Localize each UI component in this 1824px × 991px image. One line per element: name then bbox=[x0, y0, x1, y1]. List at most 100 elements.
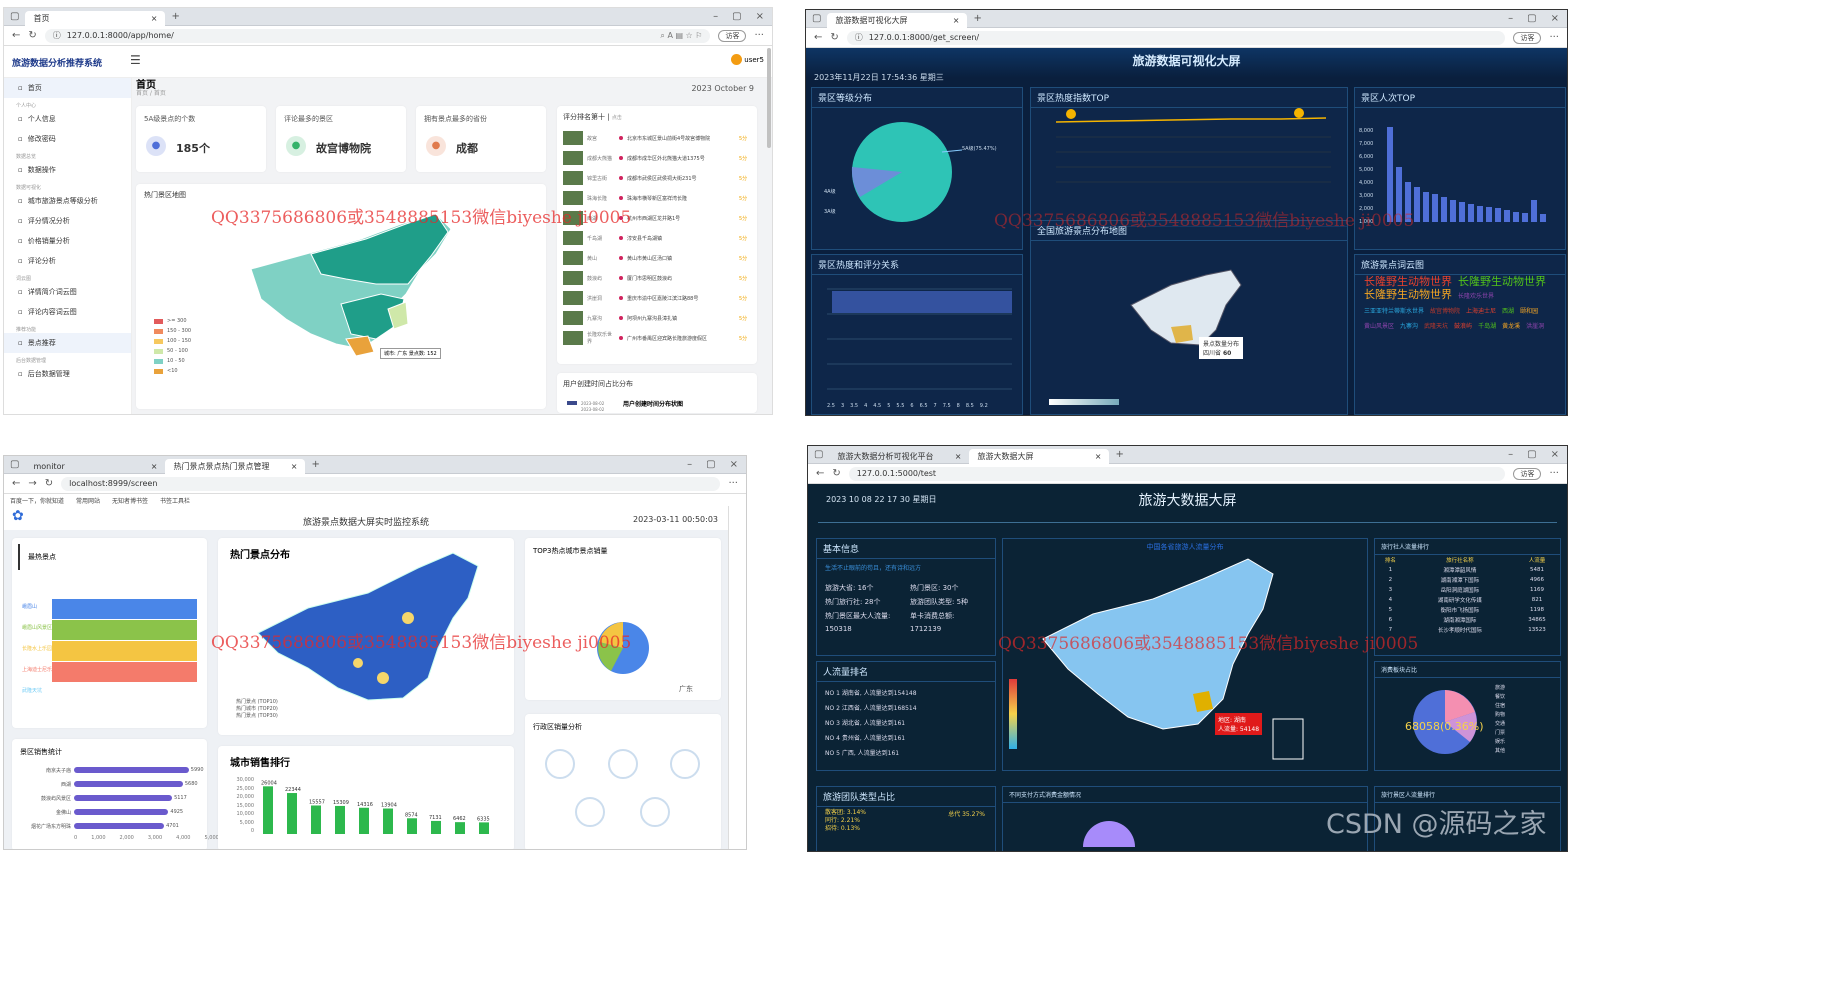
reload-icon[interactable]: ↻ bbox=[832, 468, 841, 479]
sidebar-item[interactable]: ▫ 详情简介词云图 bbox=[4, 282, 131, 302]
new-tab-icon[interactable]: + bbox=[171, 11, 180, 22]
bookmark-item[interactable]: 百度一下，你就知道 bbox=[10, 497, 65, 505]
funnel-row[interactable] bbox=[52, 641, 197, 661]
close-window-icon[interactable]: × bbox=[729, 459, 738, 470]
q3-tab2[interactable]: 热门景点景点热门景点管理 × bbox=[165, 458, 306, 474]
bookmark-item[interactable]: 书签工具栏 bbox=[160, 497, 191, 505]
forward-icon[interactable]: → bbox=[28, 478, 37, 489]
guest-button[interactable]: 访客 bbox=[718, 29, 747, 42]
maximize-icon[interactable]: ▢ bbox=[732, 11, 742, 22]
reload-icon[interactable]: ↻ bbox=[830, 32, 839, 43]
minimize-icon[interactable]: – bbox=[713, 11, 719, 22]
scrollbar[interactable] bbox=[767, 48, 771, 148]
legend-item[interactable]: 旅游 bbox=[1495, 685, 1506, 691]
sidebar-item[interactable]: ▫ 价格销量分析 bbox=[4, 231, 131, 251]
address-input[interactable]: ⓘ 127.0.0.1:8000/app/home/⌕ A ▤ ☆ ⚐ bbox=[44, 28, 711, 43]
funnel-row[interactable] bbox=[52, 620, 197, 640]
back-icon[interactable]: ← bbox=[12, 30, 21, 41]
rank-row[interactable]: 鼓浪屿 厦门市思明区鼓浪屿 5分 bbox=[557, 268, 757, 288]
new-tab-icon[interactable]: + bbox=[1115, 449, 1124, 460]
legend-item[interactable]: >= 300 bbox=[154, 316, 191, 326]
rank-row[interactable]: 成都大熊猫 成都市成华区外北熊猫大道1375号 5分 bbox=[557, 148, 757, 168]
rank-row[interactable]: 九寨沟 阿坝州九寨沟县漳扎镇 5分 bbox=[557, 308, 757, 328]
legend-item[interactable]: <10 bbox=[154, 366, 191, 376]
visual-map-slider[interactable] bbox=[1049, 399, 1119, 405]
legend-item[interactable]: 娱乐 bbox=[1495, 739, 1506, 745]
new-tab-icon[interactable]: + bbox=[311, 459, 320, 470]
legend-item[interactable]: 50 - 100 bbox=[154, 346, 191, 356]
sidebar-item[interactable]: ▫ 数据操作 bbox=[4, 160, 131, 180]
close-icon[interactable]: × bbox=[150, 13, 158, 23]
q2-tab[interactable]: 旅游数据可视化大屏 × bbox=[827, 12, 968, 28]
username[interactable]: user5 bbox=[744, 56, 764, 64]
back-icon[interactable]: ← bbox=[816, 468, 825, 479]
reload-icon[interactable]: ↻ bbox=[44, 478, 54, 489]
funnel-row[interactable] bbox=[52, 662, 197, 682]
close-window-icon[interactable]: × bbox=[1550, 449, 1559, 460]
rank-row[interactable]: 千岛湖 淳安县千岛湖镇 5分 bbox=[557, 228, 757, 248]
legend-item[interactable]: 其他 bbox=[1495, 748, 1506, 754]
legend-item[interactable]: 门票 bbox=[1495, 730, 1506, 736]
q4-tab2[interactable]: 旅游大数据大屏 × bbox=[969, 448, 1110, 464]
legend-item[interactable]: 100 - 150 bbox=[154, 336, 191, 346]
new-tab-icon[interactable]: + bbox=[973, 13, 982, 24]
legend-item[interactable]: 购物 bbox=[1495, 712, 1506, 718]
back-icon[interactable]: ← bbox=[12, 478, 21, 489]
q1-tab[interactable]: 首页 × bbox=[25, 10, 166, 26]
rank-row[interactable]: 故宫 北京市东城区景山前街4号故宫博物院 5分 bbox=[557, 128, 757, 148]
sidebar-item[interactable]: ▫ 景点推荐 bbox=[4, 333, 131, 353]
sidebar-item[interactable]: ▫ 首页 bbox=[4, 78, 131, 98]
back-icon[interactable]: ← bbox=[814, 32, 823, 43]
maximize-icon[interactable]: ▢ bbox=[706, 459, 716, 470]
legend-item[interactable]: 热门城市 (TOP20) bbox=[236, 706, 278, 712]
close-icon[interactable]: × bbox=[290, 461, 298, 471]
legend-item[interactable]: 住宿 bbox=[1495, 703, 1506, 709]
address-input[interactable]: ⓘ 127.0.0.1:8000/get_screen/ bbox=[846, 30, 1506, 45]
rank-row[interactable]: 锦里古街 成都市武侯区武侯祠大街231号 5分 bbox=[557, 168, 757, 188]
sidebar-item[interactable]: ▫ 评论分析 bbox=[4, 251, 131, 271]
maximize-icon[interactable]: ▢ bbox=[1527, 449, 1537, 460]
rank-row[interactable]: 珠海长隆 珠海市横琴新区富祥湾长隆 5分 bbox=[557, 188, 757, 208]
minimize-icon[interactable]: – bbox=[1508, 13, 1514, 24]
menu-icon[interactable]: ··· bbox=[1549, 468, 1559, 479]
address-input[interactable]: localhost:8999/screen bbox=[61, 476, 721, 491]
funnel-row[interactable] bbox=[52, 599, 197, 619]
close-icon[interactable]: × bbox=[150, 461, 158, 471]
q4-tab1[interactable]: 旅游大数据分析可视化平台 × bbox=[829, 449, 969, 464]
minimize-icon[interactable]: – bbox=[687, 459, 693, 470]
menu-icon[interactable]: ··· bbox=[754, 30, 764, 41]
minimize-icon[interactable]: – bbox=[1508, 449, 1514, 460]
bookmark-item[interactable]: 无知者博书签 bbox=[112, 497, 149, 505]
sidebar-item[interactable]: ▫ 个人信息 bbox=[4, 109, 131, 129]
q3-tab1[interactable]: monitor × bbox=[25, 459, 165, 474]
maximize-icon[interactable]: ▢ bbox=[1527, 13, 1537, 24]
legend-item[interactable]: 热门景点 (TOP30) bbox=[236, 713, 278, 719]
rank-row[interactable]: 西湖 杭州市西湖区龙井路1号 5分 bbox=[557, 208, 757, 228]
legend-item[interactable]: 交通 bbox=[1495, 721, 1506, 727]
close-window-icon[interactable]: × bbox=[1550, 13, 1559, 24]
menu-icon[interactable]: ··· bbox=[1549, 32, 1559, 43]
legend-item[interactable]: 餐饮 bbox=[1495, 694, 1506, 700]
sidebar-item[interactable]: ▫ 评分情况分析 bbox=[4, 211, 131, 231]
close-icon[interactable]: × bbox=[954, 451, 962, 461]
rank-row[interactable]: 黄山 黄山市黄山区汤口镇 5分 bbox=[557, 248, 757, 268]
sidebar-item[interactable]: ▫ 评论内容词云图 bbox=[4, 302, 131, 322]
bookmark-item[interactable]: 常用网站 bbox=[76, 497, 101, 505]
hamburger-icon[interactable]: ☰ bbox=[130, 53, 141, 67]
guest-button[interactable]: 访客 bbox=[1513, 467, 1542, 480]
sidebar-item[interactable]: ▫ 修改密码 bbox=[4, 129, 131, 149]
sidebar-item[interactable]: ▫ 城市旅游景点等级分析 bbox=[4, 191, 131, 211]
rank-row[interactable]: 长隆欢乐世界 广州市番禺区迎宾路长隆旅游度假区 5分 bbox=[557, 328, 757, 348]
address-input[interactable]: 127.0.0.1:5000/test bbox=[848, 466, 1506, 481]
close-window-icon[interactable]: × bbox=[755, 11, 764, 22]
avatar[interactable] bbox=[731, 54, 742, 65]
legend-item[interactable]: 10 - 50 bbox=[154, 356, 191, 366]
legend-item[interactable]: 150 - 300 bbox=[154, 326, 191, 336]
reload-icon[interactable]: ↻ bbox=[28, 30, 37, 41]
close-icon[interactable]: × bbox=[952, 15, 960, 25]
rank-row[interactable]: 洪崖洞 重庆市渝中区嘉陵江滨江路88号 5分 bbox=[557, 288, 757, 308]
guest-button[interactable]: 访客 bbox=[1513, 31, 1542, 44]
menu-icon[interactable]: ··· bbox=[728, 478, 738, 489]
close-icon[interactable]: × bbox=[1094, 451, 1102, 461]
sidebar-item[interactable]: ▫ 后台数据管理 bbox=[4, 364, 131, 384]
